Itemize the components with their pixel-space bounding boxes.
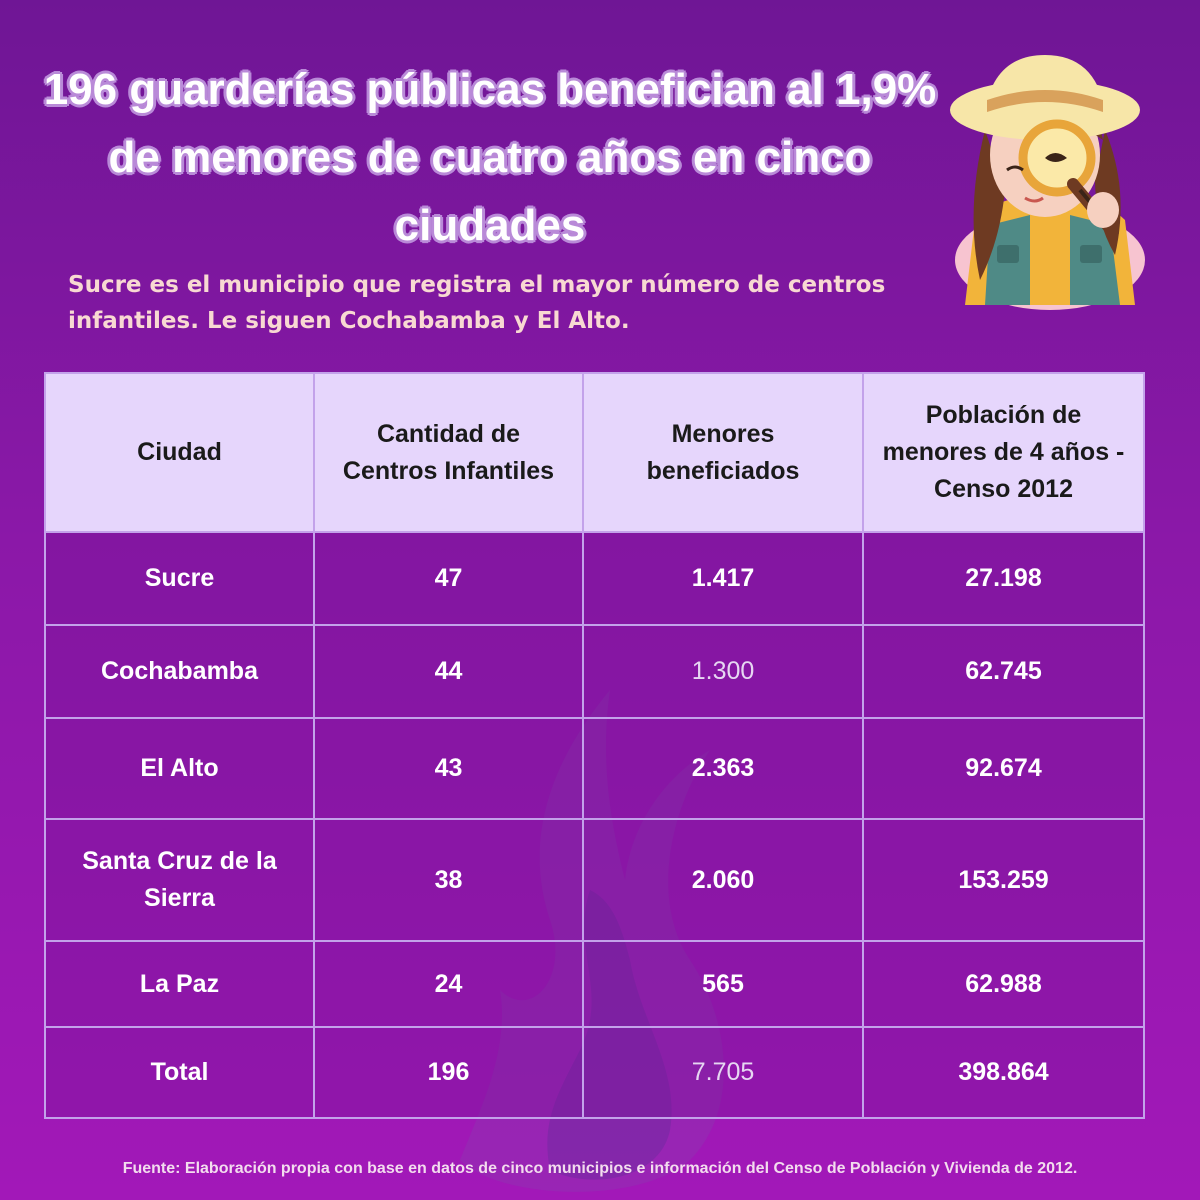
- cell-poblacion: 27.198: [862, 531, 1145, 626]
- cell-centros: 196: [313, 1026, 584, 1119]
- cell-ciudad: Sucre: [44, 531, 315, 626]
- page-title: 196 guarderías públicas benefician al 1,…: [43, 65, 937, 250]
- cell-menores: 2.060: [582, 818, 864, 942]
- cell-centros: 38: [313, 818, 584, 942]
- cell-menores: 7.705: [582, 1026, 864, 1119]
- cell-menores: 1.300: [582, 624, 864, 719]
- cell-menores: 565: [582, 940, 864, 1028]
- cell-poblacion: 62.745: [862, 624, 1145, 719]
- table-header-row: Ciudad Cantidad de Centros Infantiles Me…: [44, 372, 1145, 533]
- cell-ciudad: Cochabamba: [44, 624, 315, 719]
- cell-centros: 47: [313, 531, 584, 626]
- cell-ciudad: El Alto: [44, 717, 315, 820]
- source-note: Fuente: Elaboración propia con base en d…: [122, 1160, 1078, 1177]
- table-row: Santa Cruz de la Sierra 38 2.060 153.259: [44, 818, 1145, 942]
- table-row: El Alto 43 2.363 92.674: [44, 717, 1145, 820]
- table-row: Sucre 47 1.417 27.198: [44, 531, 1145, 626]
- cell-poblacion: 62.988: [862, 940, 1145, 1028]
- cell-centros: 44: [313, 624, 584, 719]
- header-centros: Cantidad de Centros Infantiles: [313, 372, 584, 533]
- cell-poblacion: 92.674: [862, 717, 1145, 820]
- cell-centros: 24: [313, 940, 584, 1028]
- cell-centros: 43: [313, 717, 584, 820]
- table-total-row: Total 196 7.705 398.864: [44, 1026, 1145, 1119]
- cell-ciudad: Total: [44, 1026, 315, 1119]
- header-menores: Menores beneficiados: [582, 372, 864, 533]
- cell-poblacion: 398.864: [862, 1026, 1145, 1119]
- table-row: Cochabamba 44 1.300 62.745: [44, 624, 1145, 719]
- cell-menores: 2.363: [582, 717, 864, 820]
- table-row: La Paz 24 565 62.988: [44, 940, 1145, 1028]
- cell-menores: 1.417: [582, 531, 864, 626]
- girl-with-magnifier-illustration: [950, 55, 1145, 310]
- header-poblacion: Población de menores de 4 años - Censo 2…: [862, 372, 1145, 533]
- data-table: Ciudad Cantidad de Centros Infantiles Me…: [44, 372, 1145, 1119]
- cell-ciudad: La Paz: [44, 940, 315, 1028]
- cell-ciudad: Santa Cruz de la Sierra: [44, 818, 315, 942]
- header-ciudad: Ciudad: [44, 372, 315, 533]
- subtitle: Sucre es el municipio que registra el ma…: [68, 272, 886, 334]
- cell-poblacion: 153.259: [862, 818, 1145, 942]
